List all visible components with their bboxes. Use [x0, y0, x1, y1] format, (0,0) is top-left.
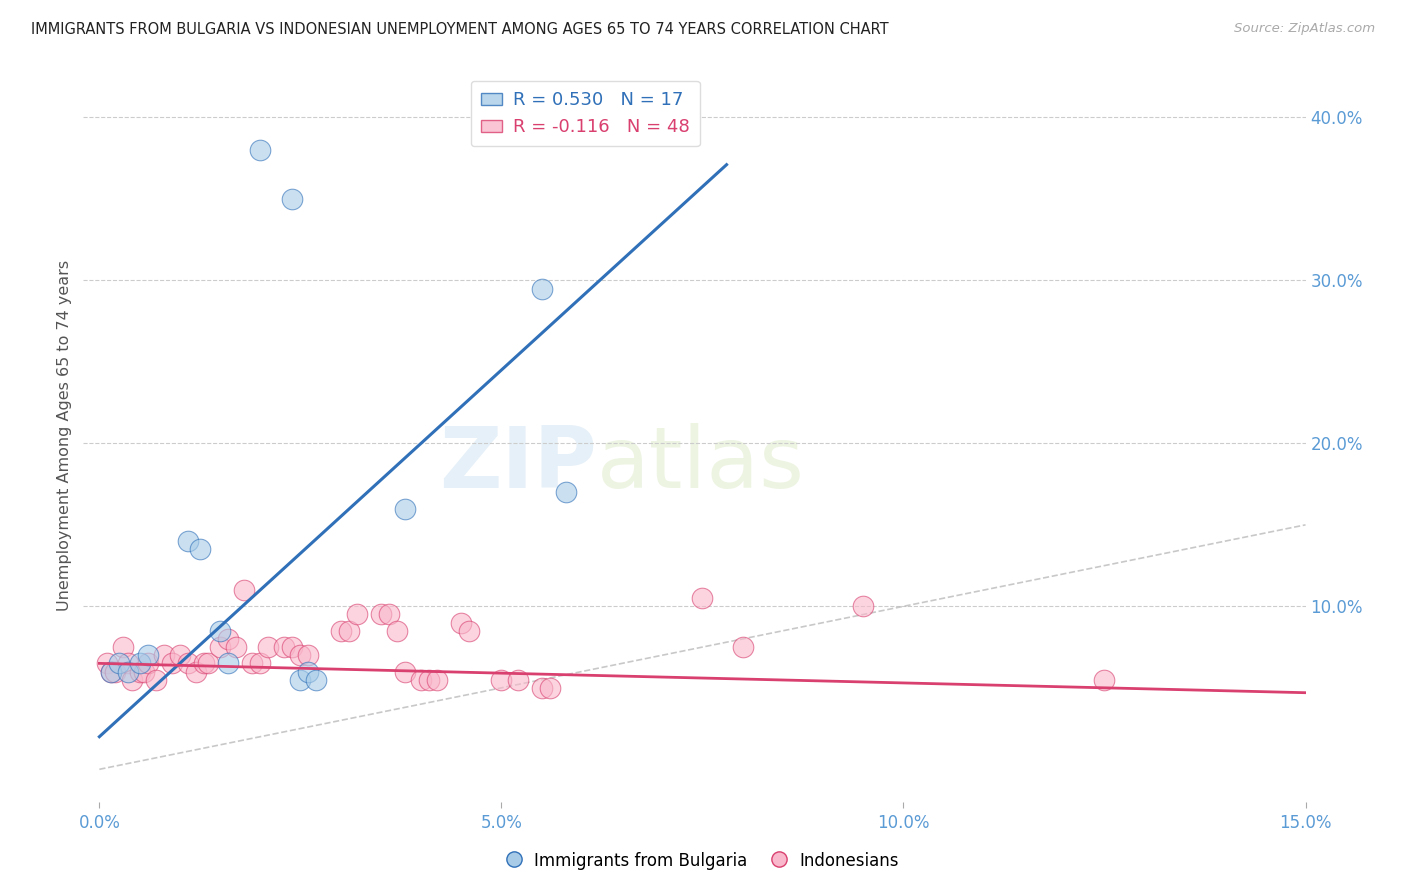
Point: [257, 640, 280, 654]
Point: [692, 591, 714, 606]
Text: IMMIGRANTS FROM BULGARIA VS INDONESIAN UNEMPLOYMENT AMONG AGES 65 TO 74 YEARS CO: IMMIGRANTS FROM BULGARIA VS INDONESIAN U…: [31, 22, 889, 37]
Point: [96, 657, 118, 671]
Point: [852, 599, 875, 614]
Point: [104, 665, 127, 679]
Point: [426, 673, 449, 687]
Point: [385, 624, 408, 638]
Point: [450, 615, 472, 630]
Point: [297, 665, 319, 679]
Point: [305, 673, 328, 687]
Point: [108, 657, 131, 671]
Point: [184, 665, 207, 679]
Point: [128, 665, 150, 679]
Point: [169, 648, 191, 663]
Point: [100, 665, 122, 679]
Point: [273, 640, 295, 654]
Point: [117, 665, 139, 679]
Point: [197, 657, 219, 671]
Legend: R = 0.530   N = 17, R = -0.116   N = 48: R = 0.530 N = 17, R = -0.116 N = 48: [471, 81, 700, 146]
Point: [208, 640, 231, 654]
Point: [160, 657, 183, 671]
Point: [177, 657, 200, 671]
Point: [233, 582, 256, 597]
Point: [217, 632, 239, 646]
Point: [121, 673, 143, 687]
Point: [145, 673, 167, 687]
Point: [112, 640, 135, 654]
Point: [337, 624, 360, 638]
Text: atlas: atlas: [596, 423, 804, 506]
Point: [530, 681, 553, 695]
Point: [128, 657, 150, 671]
Point: [394, 501, 416, 516]
Point: [394, 665, 416, 679]
Point: [193, 657, 215, 671]
Point: [297, 648, 319, 663]
Text: Source: ZipAtlas.com: Source: ZipAtlas.com: [1234, 22, 1375, 36]
Point: [100, 665, 122, 679]
Point: [152, 648, 174, 663]
Point: [225, 640, 247, 654]
Point: [506, 673, 529, 687]
Point: [281, 640, 304, 654]
Point: [208, 624, 231, 638]
Point: [188, 542, 211, 557]
Point: [530, 281, 553, 295]
Point: [418, 673, 440, 687]
Text: ZIP: ZIP: [439, 423, 596, 506]
Point: [346, 607, 368, 622]
Point: [458, 624, 481, 638]
Y-axis label: Unemployment Among Ages 65 to 74 years: Unemployment Among Ages 65 to 74 years: [58, 260, 72, 611]
Point: [554, 485, 576, 500]
Point: [136, 657, 159, 671]
Point: [177, 534, 200, 549]
Point: [1094, 673, 1116, 687]
Legend: Immigrants from Bulgaria, Indonesians: Immigrants from Bulgaria, Indonesians: [501, 845, 905, 877]
Point: [281, 192, 304, 206]
Point: [117, 657, 139, 671]
Point: [378, 607, 401, 622]
Point: [491, 673, 513, 687]
Point: [329, 624, 352, 638]
Point: [217, 657, 239, 671]
Point: [731, 640, 754, 654]
Point: [249, 143, 271, 157]
Point: [370, 607, 392, 622]
Point: [132, 665, 155, 679]
Point: [409, 673, 432, 687]
Point: [290, 673, 312, 687]
Point: [240, 657, 263, 671]
Point: [249, 657, 271, 671]
Point: [538, 681, 561, 695]
Point: [136, 648, 159, 663]
Point: [290, 648, 312, 663]
